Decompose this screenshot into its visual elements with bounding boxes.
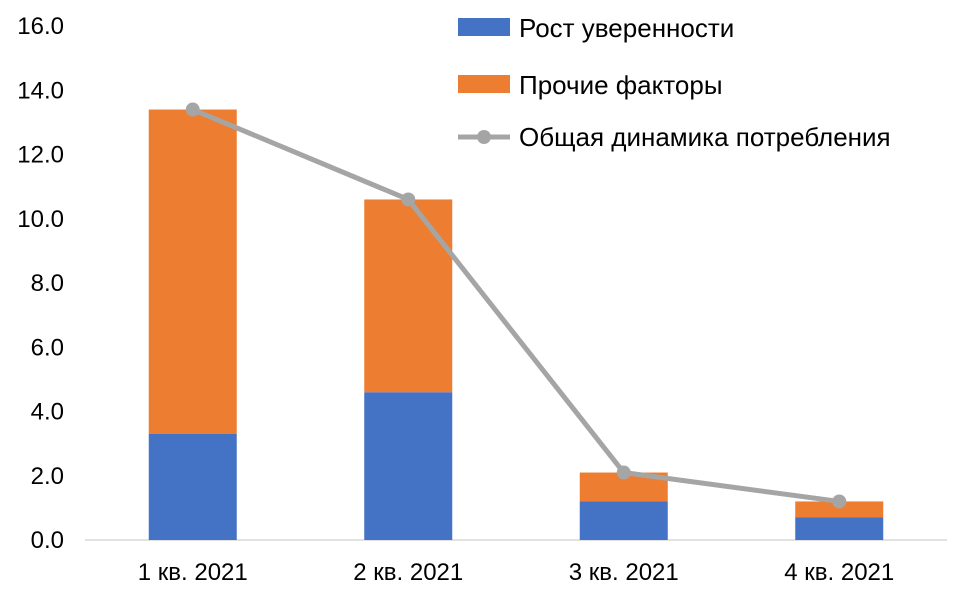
y-tick-label: 12.0 xyxy=(17,142,64,169)
x-tick-label: 3 кв. 2021 xyxy=(569,559,679,586)
bar-confidence-growth xyxy=(364,392,453,540)
y-tick-label: 16.0 xyxy=(17,13,64,40)
bar-confidence-growth xyxy=(795,517,884,540)
legend-item-other-factors: Прочие факторы xyxy=(458,70,723,100)
y-tick-label: 0.0 xyxy=(31,527,64,554)
x-tick-label: 2 кв. 2021 xyxy=(353,559,463,586)
x-tick-label: 4 кв. 2021 xyxy=(784,559,894,586)
y-tick-label: 8.0 xyxy=(31,270,64,297)
legend: Рост уверенности Прочие факторы Общая ди… xyxy=(458,13,891,152)
bar-other-factors xyxy=(148,109,237,434)
y-tick-label: 6.0 xyxy=(31,334,64,361)
bar-other-factors xyxy=(795,501,884,518)
legend-swatch-confidence xyxy=(458,18,510,36)
y-axis: 0.0 2.0 4.0 6.0 8.0 10.0 12.0 14.0 16.0 xyxy=(17,13,64,554)
x-tick-label: 1 кв. 2021 xyxy=(138,559,248,586)
legend-item-total-consumption: Общая динамика потребления xyxy=(458,122,891,152)
legend-label-other-factors: Прочие факторы xyxy=(519,70,723,100)
legend-marker-total-consumption xyxy=(477,130,491,144)
line-total-consumption xyxy=(191,107,840,504)
bar-other-factors xyxy=(364,199,453,393)
line-point-total-consumption xyxy=(401,192,416,207)
legend-item-confidence: Рост уверенности xyxy=(458,13,734,43)
line-point-total-consumption xyxy=(185,102,200,117)
y-tick-label: 10.0 xyxy=(17,206,64,233)
bar-confidence-growth xyxy=(579,501,668,540)
x-axis: 1 кв. 2021 2 кв. 2021 3 кв. 2021 4 кв. 2021 xyxy=(85,539,947,586)
line-point-total-consumption xyxy=(832,494,847,509)
y-tick-label: 2.0 xyxy=(31,463,64,490)
legend-swatch-other-factors xyxy=(458,75,510,93)
line-series xyxy=(185,102,847,509)
y-tick-label: 4.0 xyxy=(31,399,64,426)
bars xyxy=(148,109,884,540)
legend-label-confidence: Рост уверенности xyxy=(519,13,734,43)
legend-label-total-consumption: Общая динамика потребления xyxy=(519,122,891,152)
line-point-total-consumption xyxy=(616,465,631,480)
y-tick-label: 14.0 xyxy=(17,77,64,104)
bar-confidence-growth xyxy=(148,433,237,540)
